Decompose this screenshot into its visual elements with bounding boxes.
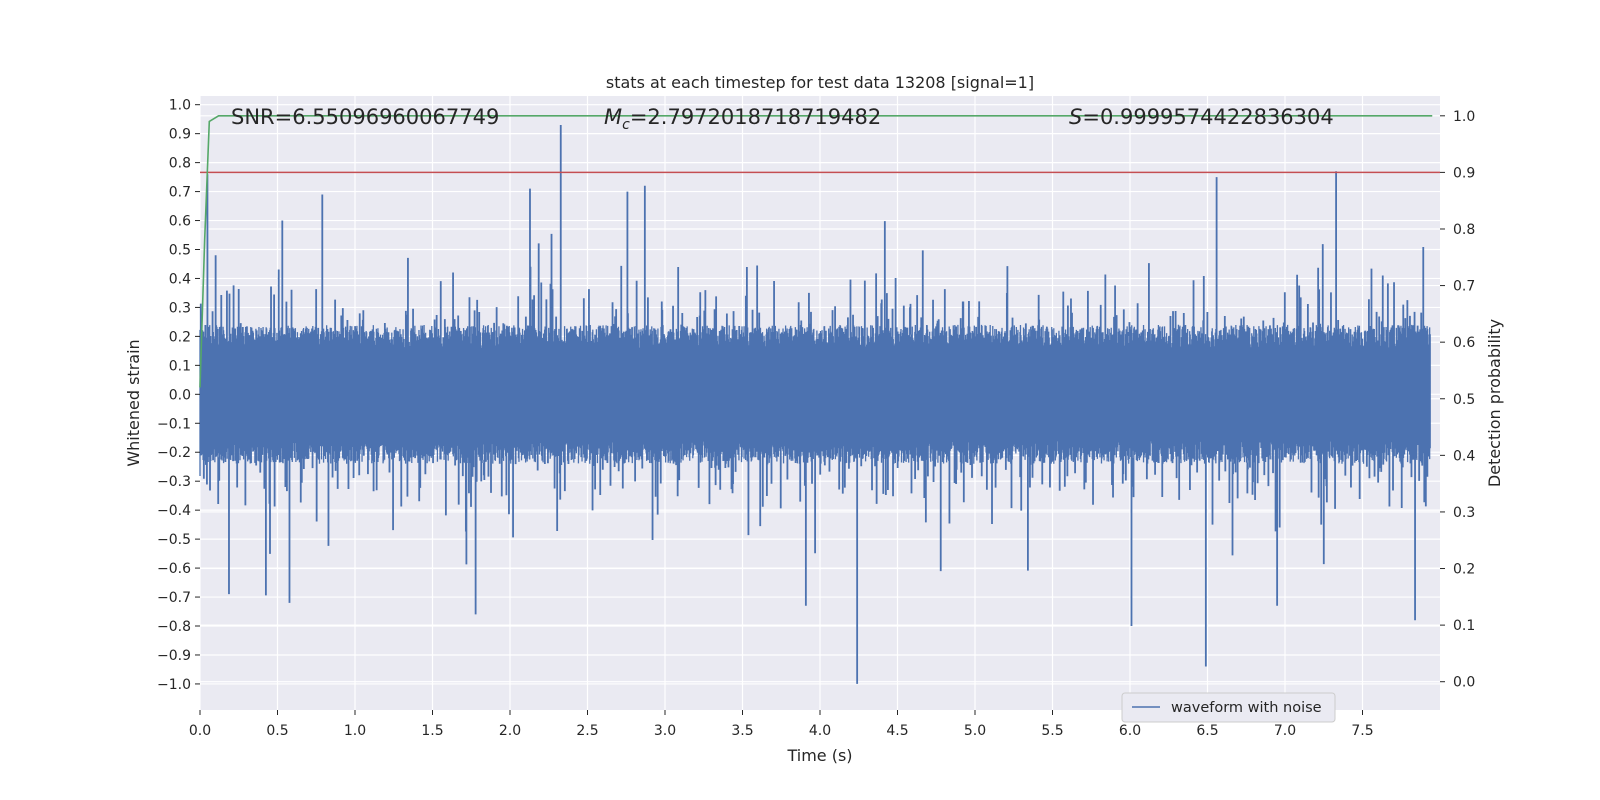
- y-right-tick-label: 0.8: [1453, 222, 1475, 238]
- y-right-axis-ticks: 1.0 0.9 0.8 0.7 0.6 0.5 0.4 0.3 0.2 0.1 0.0: [1440, 109, 1475, 691]
- y-right-axis-label: Detection probability: [1485, 319, 1504, 487]
- chirp-mass-subscript: c: [622, 117, 630, 133]
- chirp-mass-value: =2.7972018718719482: [630, 105, 881, 129]
- x-tick-label: 6.5: [1196, 723, 1218, 739]
- y-left-tick-label: −0.3: [157, 474, 191, 490]
- x-tick-label: 2.0: [499, 723, 521, 739]
- y-right-tick-label: 0.3: [1453, 505, 1475, 521]
- y-right-tick-label: 0.2: [1453, 562, 1475, 578]
- y-left-tick-label: 0.9: [169, 127, 191, 143]
- y-right-tick-label: 0.7: [1453, 279, 1475, 295]
- y-left-tick-label: 0.2: [169, 329, 191, 345]
- y-right-tick-label: 0.5: [1453, 392, 1475, 408]
- y-left-tick-label: −0.1: [157, 416, 191, 432]
- y-left-tick-label: −1.0: [157, 677, 191, 693]
- y-right-tick-label: 0.1: [1453, 618, 1475, 634]
- x-tick-label: 5.5: [1041, 723, 1063, 739]
- y-left-tick-label: 0.1: [169, 358, 191, 374]
- y-right-tick-label: 1.0: [1453, 109, 1475, 125]
- y-left-axis-ticks: 1.0 0.9 0.8 0.7 0.6 0.5 0.4 0.3 0.2 0.1 0.0 −0.1 −0.…: [157, 98, 200, 693]
- y-left-tick-label: 0.7: [169, 185, 191, 201]
- x-axis-label: Time (s): [786, 746, 852, 765]
- waveform-series: [199, 124, 1431, 684]
- x-tick-label: 7.0: [1274, 723, 1296, 739]
- y-left-tick-label: −0.5: [157, 532, 191, 548]
- x-axis-ticks: 0.0 0.5 1.0 1.5 2.0 2.5 3.0 3.5 4.0 4.5 5.0 5.5 6.0 6…: [189, 710, 1374, 739]
- chirp-mass-annotation: Mc=2.7972018718719482: [604, 105, 881, 133]
- x-tick-label: 5.0: [964, 723, 986, 739]
- y-left-tick-label: −0.6: [157, 561, 191, 577]
- y-left-tick-label: 0.8: [169, 156, 191, 172]
- x-tick-label: 0.0: [189, 723, 211, 739]
- x-tick-label: 6.0: [1119, 723, 1141, 739]
- y-left-tick-label: 0.6: [169, 214, 191, 230]
- x-tick-label: 4.5: [886, 723, 908, 739]
- waveform-line: [199, 124, 1431, 684]
- y-left-tick-label: −0.7: [157, 590, 191, 606]
- legend-label: waveform with noise: [1171, 700, 1322, 716]
- score-annotation: S=0.9999574422836304: [1069, 105, 1334, 129]
- y-right-tick-label: 0.4: [1453, 448, 1475, 464]
- snr-annotation: SNR=6.55096960067749: [231, 105, 499, 129]
- detection-probability-line: [199, 115, 1433, 388]
- score-value: =0.9999574422836304: [1082, 105, 1333, 129]
- x-tick-label: 3.5: [731, 723, 753, 739]
- x-tick-label: 4.0: [809, 723, 831, 739]
- y-right-tick-label: 0.0: [1453, 675, 1475, 691]
- probability-lines: [199, 115, 1440, 388]
- chart-title: stats at each timestep for test data 132…: [606, 73, 1034, 92]
- y-left-tick-label: −0.9: [157, 648, 191, 664]
- y-right-tick-label: 0.9: [1453, 165, 1475, 181]
- y-left-tick-label: 0.3: [169, 300, 191, 316]
- y-left-tick-label: 0.0: [169, 387, 191, 403]
- legend-box: [1121, 692, 1336, 723]
- x-tick-label: 7.5: [1351, 723, 1373, 739]
- x-tick-label: 3.0: [654, 723, 676, 739]
- y-left-axis-label: Whitened strain: [124, 339, 143, 466]
- x-tick-label: 2.5: [576, 723, 598, 739]
- x-tick-label: 0.5: [266, 723, 288, 739]
- y-right-tick-label: 0.6: [1453, 335, 1475, 351]
- chirp-mass-symbol: M: [604, 105, 622, 129]
- x-tick-label: 1.5: [421, 723, 443, 739]
- score-symbol: S: [1069, 105, 1082, 129]
- y-left-tick-label: 0.4: [169, 271, 191, 287]
- y-left-tick-label: −0.4: [157, 503, 191, 519]
- y-left-tick-label: −0.2: [157, 445, 191, 461]
- y-left-tick-label: 1.0: [169, 98, 191, 114]
- legend: waveform with noise: [1121, 692, 1336, 723]
- y-left-tick-label: 0.5: [169, 243, 191, 259]
- x-tick-label: 1.0: [344, 723, 366, 739]
- y-left-tick-label: −0.8: [157, 619, 191, 635]
